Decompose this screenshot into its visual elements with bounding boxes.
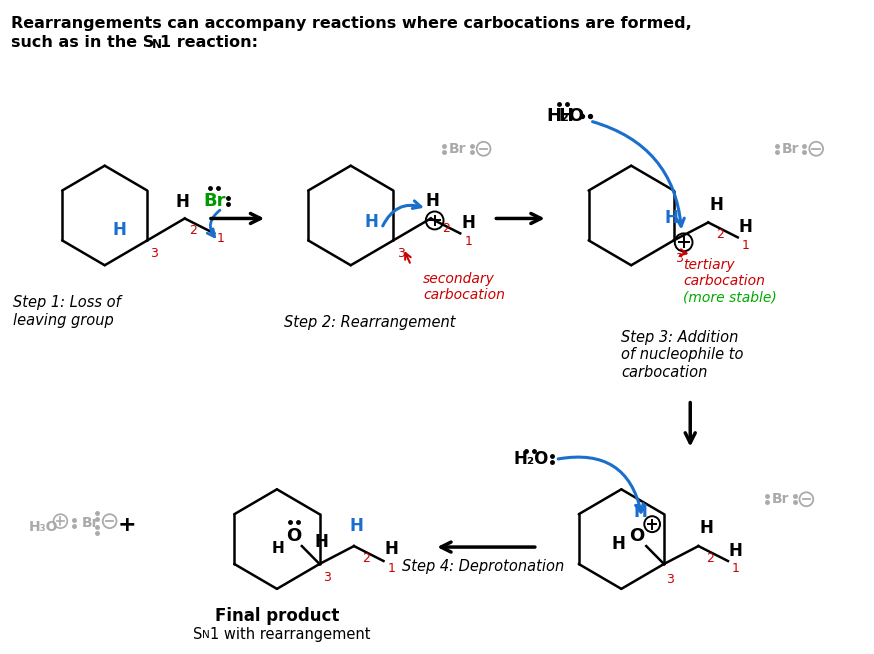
Text: Step 3: Addition
of nucleophile to
carbocation: Step 3: Addition of nucleophile to carbo… [621,330,744,380]
Text: such as in the S: such as in the S [11,35,155,50]
Text: Rearrangements can accompany reactions where carbocations are formed,: Rearrangements can accompany reactions w… [11,16,692,31]
Text: S: S [193,627,203,642]
Text: 1 reaction:: 1 reaction: [160,35,258,50]
Text: 3: 3 [666,574,674,587]
Text: Final product: Final product [215,607,339,625]
Text: H: H [699,519,713,537]
Text: H₃O: H₃O [29,520,59,534]
Text: H: H [315,533,329,551]
Text: H: H [665,209,679,228]
Text: H: H [364,213,378,232]
Text: O: O [628,527,644,545]
Text: Br: Br [782,142,800,156]
Text: H: H [461,215,475,232]
Text: H: H [349,517,363,535]
Text: H: H [113,222,127,239]
Text: Br: Br [82,516,100,530]
Text: 2: 2 [362,551,370,564]
Text: 2: 2 [716,228,724,241]
Text: H: H [729,542,743,560]
Text: H: H [558,107,573,125]
Text: N: N [152,38,162,51]
Text: 1 with rearrangement: 1 with rearrangement [210,627,371,642]
Text: H: H [634,503,648,521]
Text: N: N [202,630,210,640]
Text: H: H [426,192,440,209]
Text: 3: 3 [150,247,158,260]
Text: Br: Br [772,492,789,506]
Text: Step 1: Loss of
leaving group: Step 1: Loss of leaving group [13,295,121,328]
Text: 3: 3 [675,252,683,265]
Text: 1: 1 [742,239,750,252]
Text: H: H [385,540,399,558]
Text: Br: Br [203,192,225,209]
Text: H: H [612,535,626,553]
Text: 1: 1 [464,235,472,248]
Text: H: H [709,196,723,213]
Text: H: H [739,218,753,237]
Text: Step 4: Deprotonation: Step 4: Deprotonation [402,559,565,574]
Text: (more stable): (more stable) [683,290,777,304]
Text: O: O [287,527,302,545]
Text: secondary
carbocation: secondary carbocation [423,272,505,302]
Text: 1: 1 [216,232,224,245]
Text: H₂O: H₂O [513,451,549,468]
Text: H: H [272,541,285,555]
Text: 2: 2 [189,224,197,237]
Text: 3: 3 [398,247,406,260]
Text: 2: 2 [706,551,714,564]
Text: Br: Br [449,142,467,156]
Text: H₂O: H₂O [546,107,585,125]
Text: 1: 1 [387,562,395,576]
Text: +: + [118,515,136,535]
Text: 1: 1 [732,562,739,576]
Text: H: H [176,192,190,211]
Text: 2: 2 [442,222,450,235]
Text: 3: 3 [323,572,331,585]
Text: tertiary
carbocation: tertiary carbocation [683,258,766,288]
Text: Step 2: Rearrangement: Step 2: Rearrangement [284,315,455,330]
